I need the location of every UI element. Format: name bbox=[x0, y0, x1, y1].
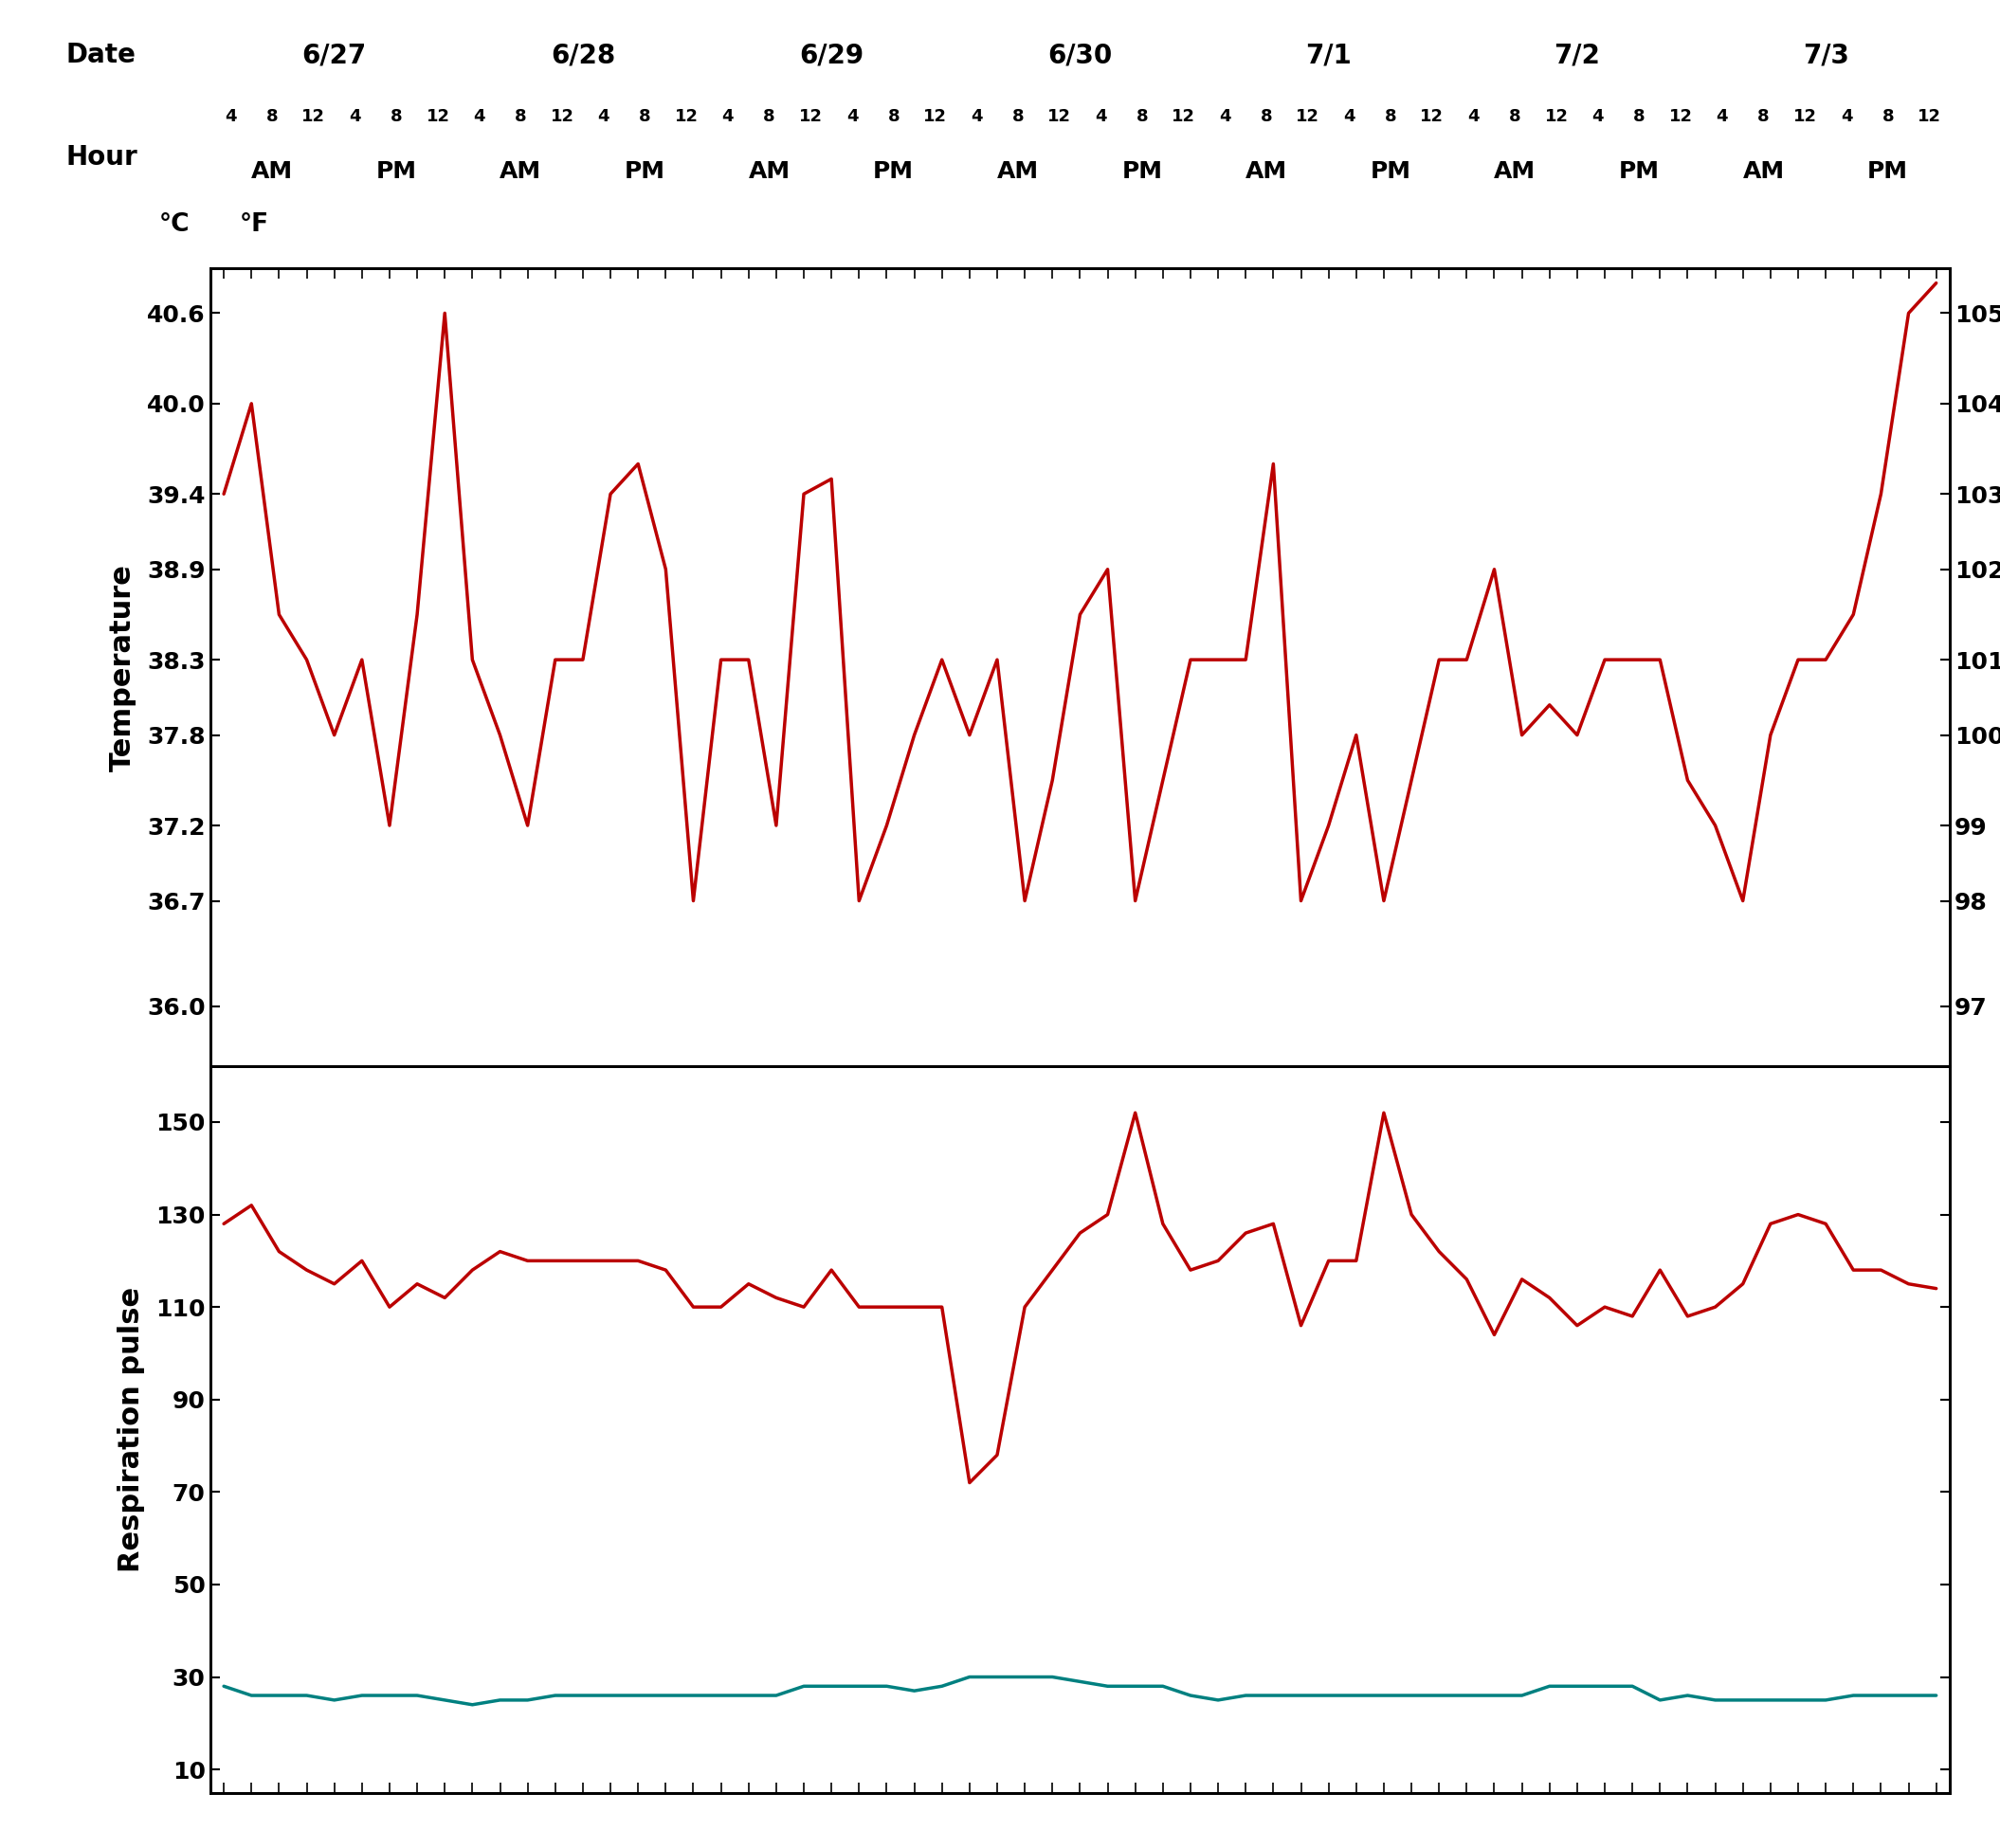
Y-axis label: Temperature: Temperature bbox=[108, 564, 136, 771]
Text: 8: 8 bbox=[1012, 107, 1024, 126]
Text: 4: 4 bbox=[722, 107, 734, 126]
Text: 6/27: 6/27 bbox=[302, 43, 366, 68]
Text: PM: PM bbox=[1122, 161, 1162, 183]
Text: 12: 12 bbox=[1048, 107, 1072, 126]
Text: 4: 4 bbox=[1094, 107, 1106, 126]
Text: 8: 8 bbox=[1260, 107, 1272, 126]
Text: 4: 4 bbox=[598, 107, 610, 126]
Text: 8: 8 bbox=[390, 107, 402, 126]
Text: AM: AM bbox=[996, 161, 1038, 183]
Text: 6/30: 6/30 bbox=[1048, 43, 1112, 68]
Text: 4: 4 bbox=[970, 107, 982, 126]
Text: 4: 4 bbox=[846, 107, 858, 126]
Text: 4: 4 bbox=[1716, 107, 1728, 126]
Text: 12: 12 bbox=[1794, 107, 1816, 126]
Text: 4: 4 bbox=[224, 107, 236, 126]
Text: 8: 8 bbox=[1384, 107, 1396, 126]
Text: 7/2: 7/2 bbox=[1554, 43, 1600, 68]
Text: 8: 8 bbox=[1882, 107, 1894, 126]
Text: AM: AM bbox=[500, 161, 542, 183]
Text: 12: 12 bbox=[1544, 107, 1568, 126]
Text: 12: 12 bbox=[1172, 107, 1196, 126]
Text: 12: 12 bbox=[1296, 107, 1320, 126]
Text: 6/28: 6/28 bbox=[550, 43, 616, 68]
Text: AM: AM bbox=[1246, 161, 1288, 183]
Text: PM: PM bbox=[1618, 161, 1660, 183]
Text: PM: PM bbox=[376, 161, 416, 183]
Text: 12: 12 bbox=[426, 107, 450, 126]
Text: 6/29: 6/29 bbox=[800, 43, 864, 68]
Text: 8: 8 bbox=[1634, 107, 1646, 126]
Text: AM: AM bbox=[748, 161, 790, 183]
Text: AM: AM bbox=[252, 161, 294, 183]
Text: PM: PM bbox=[1868, 161, 1908, 183]
Text: 4: 4 bbox=[1592, 107, 1604, 126]
Text: 12: 12 bbox=[798, 107, 822, 126]
Text: 8: 8 bbox=[640, 107, 650, 126]
Text: PM: PM bbox=[874, 161, 914, 183]
Text: 7/3: 7/3 bbox=[1802, 43, 1848, 68]
Text: 12: 12 bbox=[1668, 107, 1692, 126]
Text: 8: 8 bbox=[514, 107, 526, 126]
Text: 8: 8 bbox=[1758, 107, 1770, 126]
Y-axis label: Respiration pulse: Respiration pulse bbox=[118, 1286, 146, 1573]
Text: 12: 12 bbox=[674, 107, 698, 126]
Text: 8: 8 bbox=[1510, 107, 1520, 126]
Text: 8: 8 bbox=[1136, 107, 1148, 126]
Text: 4: 4 bbox=[1468, 107, 1480, 126]
Text: 8: 8 bbox=[266, 107, 278, 126]
Text: 4: 4 bbox=[1344, 107, 1356, 126]
Text: °F: °F bbox=[240, 213, 270, 237]
Text: 12: 12 bbox=[1918, 107, 1942, 126]
Text: AM: AM bbox=[1494, 161, 1536, 183]
Text: 7/1: 7/1 bbox=[1306, 43, 1352, 68]
Text: 4: 4 bbox=[1840, 107, 1852, 126]
Text: PM: PM bbox=[1370, 161, 1412, 183]
Text: 12: 12 bbox=[302, 107, 326, 126]
Text: 4: 4 bbox=[350, 107, 360, 126]
Text: AM: AM bbox=[1742, 161, 1784, 183]
Text: 8: 8 bbox=[764, 107, 776, 126]
Text: 8: 8 bbox=[888, 107, 900, 126]
Text: 4: 4 bbox=[474, 107, 486, 126]
Text: 4: 4 bbox=[1220, 107, 1230, 126]
Text: PM: PM bbox=[624, 161, 666, 183]
Text: 12: 12 bbox=[550, 107, 574, 126]
Text: Date: Date bbox=[66, 43, 136, 68]
Text: 12: 12 bbox=[924, 107, 946, 126]
Text: 12: 12 bbox=[1420, 107, 1444, 126]
Text: Hour: Hour bbox=[66, 144, 138, 170]
Text: °C: °C bbox=[160, 213, 190, 237]
